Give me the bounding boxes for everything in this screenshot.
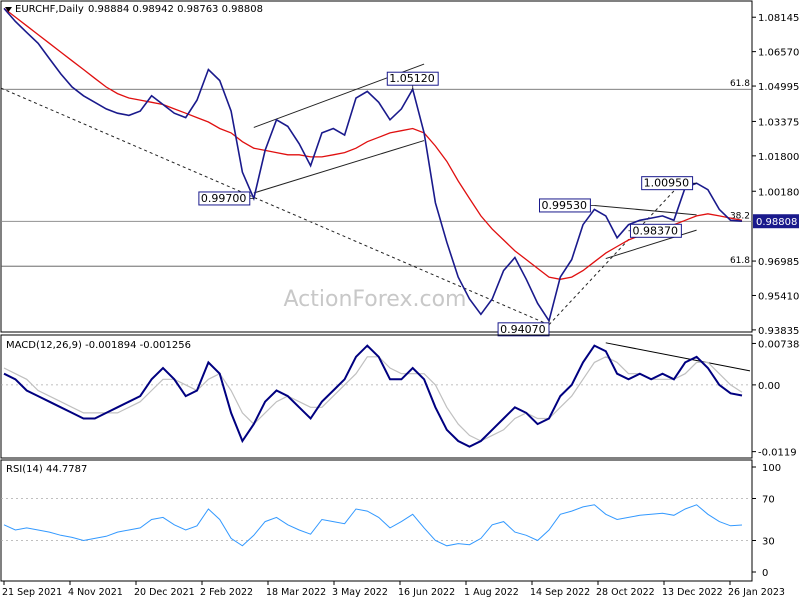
time-tick-label: 26 Jan 2023 bbox=[728, 587, 785, 598]
channel-lower-line bbox=[253, 140, 425, 194]
price-axis: 1.08145 1.06570 1.04995 1.03375 1.01800 1.001… bbox=[752, 13, 799, 337]
tag-099700-box bbox=[198, 191, 251, 206]
price-tick-label: 0.96985 bbox=[758, 257, 799, 268]
watermark: ActionForex.com bbox=[284, 287, 467, 312]
time-tick-label: 13 Dec 2022 bbox=[662, 587, 723, 598]
fib-level-label: 38.2 bbox=[730, 211, 750, 221]
current-price-marker bbox=[753, 214, 799, 229]
tag-094070-box bbox=[497, 322, 550, 337]
triangle-upper-line bbox=[594, 204, 697, 216]
time-tick-label: 28 Oct 2022 bbox=[596, 587, 655, 598]
moving-average-line bbox=[3, 7, 743, 280]
price-line bbox=[3, 7, 743, 323]
macd-tick-label: 0.007384 bbox=[758, 339, 800, 350]
price-tick-label: 1.04995 bbox=[758, 82, 799, 93]
time-tick-label: 3 May 2022 bbox=[332, 587, 388, 598]
rsi-panel: RSI(14) 44.7787 bbox=[0, 459, 753, 582]
time-tick-label: 14 Sep 2022 bbox=[530, 587, 590, 598]
tag-098370-box bbox=[629, 223, 682, 238]
price-tick-label: 1.03375 bbox=[758, 117, 799, 128]
tag-094070: 0.94070 bbox=[500, 323, 545, 336]
tag-105120-box bbox=[386, 71, 439, 86]
price-tick-label: 0.95410 bbox=[758, 291, 799, 302]
rsi-tick-label: 70 bbox=[762, 495, 775, 506]
price-panel-frame bbox=[0, 0, 753, 333]
macd-panel: MACD(12,26,9) -0.001894 -0.001256 bbox=[0, 334, 753, 459]
rsi-title: RSI(14) 44.7787 bbox=[6, 464, 87, 475]
tag-100950: 1.00950 bbox=[644, 177, 690, 190]
rsi-tick-label: 100 bbox=[762, 463, 781, 474]
macd-title: MACD(12,26,9) -0.001894 -0.001256 bbox=[6, 340, 191, 351]
price-tick-label: 1.08145 bbox=[758, 13, 799, 24]
time-tick-label: 21 Sep 2021 bbox=[2, 587, 62, 598]
macd-axis: 0.007384 0.00 -0.0119 bbox=[752, 339, 800, 459]
macd-main-line bbox=[3, 344, 743, 448]
rsi-tick-label: 30 bbox=[762, 537, 775, 548]
macd-tick-label: 0.00 bbox=[758, 381, 780, 392]
fib-level-label: 61.8 bbox=[730, 79, 750, 89]
rsi-tick-label: 0 bbox=[762, 568, 768, 579]
tag-099530-box bbox=[539, 198, 591, 213]
time-tick-label: 18 Mar 2022 bbox=[266, 587, 326, 598]
price-tick-label: 0.93835 bbox=[758, 326, 799, 337]
price-tick-label: 1.01800 bbox=[758, 152, 799, 163]
tag-099530: 0.99530 bbox=[542, 199, 588, 212]
time-tick-label: 20 Dec 2021 bbox=[134, 587, 195, 598]
tag-099700: 0.99700 bbox=[201, 192, 247, 205]
price-tick-label: 1.00180 bbox=[758, 187, 799, 198]
macd-divergence-line bbox=[605, 342, 751, 372]
price-tick-label: 1.06570 bbox=[758, 48, 799, 59]
rsi-line bbox=[3, 504, 743, 547]
symbol-label: EURCHF,Daily bbox=[15, 4, 84, 15]
macd-tick-label: -0.0119 bbox=[758, 448, 797, 459]
ohlc-readout: 0.98884 0.98942 0.98763 0.98808 bbox=[88, 4, 263, 15]
rsi-axis: 100 70 30 0 bbox=[752, 463, 781, 579]
fib-level-label: 61.8 bbox=[730, 256, 750, 266]
tag-100950-box bbox=[641, 176, 694, 191]
price-panel: ActionForex.com 61.8 38.2 61.8 1.05120 0.99… bbox=[0, 0, 753, 337]
tag-105120: 1.05120 bbox=[389, 72, 435, 85]
time-tick-label: 2 Feb 2022 bbox=[200, 587, 253, 598]
dropdown-arrow-icon[interactable] bbox=[5, 7, 12, 12]
time-axis: 21 Sep 2021 4 Nov 2021 20 Dec 2021 2 Feb 20… bbox=[2, 581, 785, 598]
tag-098370: 0.98370 bbox=[632, 224, 678, 237]
time-tick-label: 16 Jun 2022 bbox=[398, 587, 455, 598]
current-price-label: 0.98808 bbox=[756, 217, 797, 228]
rsi-panel-frame bbox=[0, 459, 753, 582]
time-tick-label: 4 Nov 2021 bbox=[68, 587, 123, 598]
macd-panel-frame bbox=[0, 334, 753, 459]
time-tick-label: 1 Aug 2022 bbox=[464, 587, 519, 598]
macd-signal-line bbox=[3, 356, 743, 442]
